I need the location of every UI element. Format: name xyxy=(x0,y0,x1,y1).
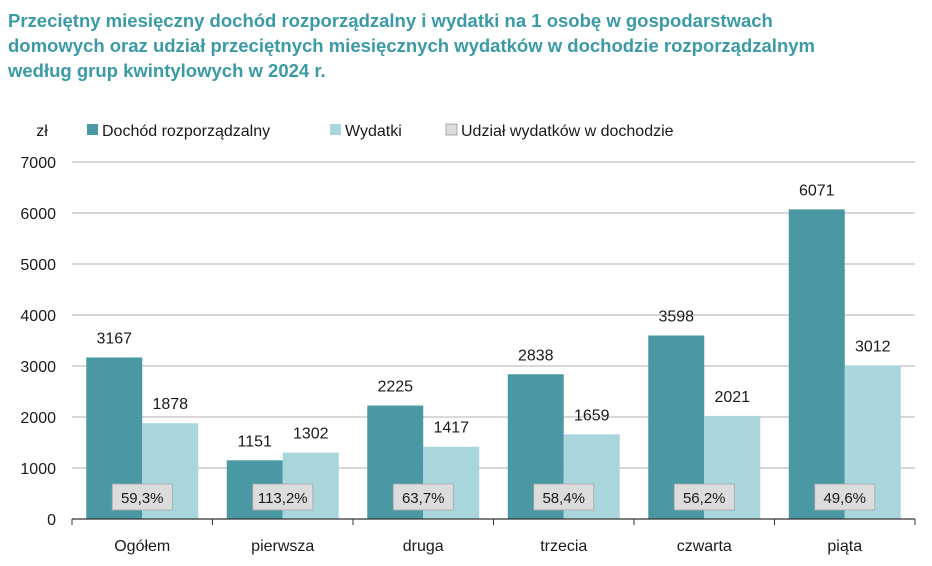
share-value-label: 56,2% xyxy=(683,490,726,507)
bar-value-label: 3598 xyxy=(658,309,694,326)
y-tick-label: 2000 xyxy=(20,410,56,427)
x-category-label: pierwsza xyxy=(251,538,314,555)
share-value-label: 59,3% xyxy=(121,490,164,507)
y-tick-label: 6000 xyxy=(20,206,56,223)
bar-value-label: 3167 xyxy=(96,330,132,347)
bar-value-label: 1659 xyxy=(574,407,610,424)
legend-label-income: Dochód rozporządzalny xyxy=(102,123,270,140)
bar-value-label: 3012 xyxy=(855,338,891,355)
bar-value-label: 1151 xyxy=(238,433,273,450)
share-box xyxy=(252,483,314,511)
y-tick-label: 3000 xyxy=(20,359,56,376)
bar-value-label: 2225 xyxy=(377,379,413,396)
legend-label-expenses: Wydatki xyxy=(345,123,402,140)
share-box xyxy=(673,483,735,511)
chart-title-line-1: Przeciętny miesięczny dochód rozporządza… xyxy=(8,10,773,31)
y-tick-label: 5000 xyxy=(20,257,56,274)
chart-title: Przeciętny miesięczny dochód rozporządza… xyxy=(8,8,908,83)
share-box xyxy=(111,483,173,511)
chart-title-line-3: według grup kwintylowych w 2024 r. xyxy=(8,60,326,81)
x-category-label: czwarta xyxy=(677,538,732,555)
bar-value-label: 1878 xyxy=(152,396,188,413)
legend-swatch-income xyxy=(87,124,98,135)
y-tick-label: 1000 xyxy=(20,461,56,478)
y-axis-unit-label: zł xyxy=(36,123,48,140)
bar-value-label: 2838 xyxy=(518,347,554,364)
x-category-label: piąta xyxy=(827,538,862,555)
bar-value-label: 2021 xyxy=(714,389,750,406)
bar-income xyxy=(788,209,845,519)
chart-title-line-2: domowych oraz udział przeciętnych miesię… xyxy=(8,35,815,56)
bar-value-label: 6071 xyxy=(799,182,835,199)
legend-swatch-share xyxy=(445,123,458,136)
x-category-label: Ogółem xyxy=(114,538,170,555)
share-value-label: 49,6% xyxy=(823,490,866,507)
share-box xyxy=(814,483,876,511)
share-box xyxy=(533,483,595,511)
y-tick-label: 0 xyxy=(47,512,56,529)
bar-value-label: 1417 xyxy=(433,420,469,437)
x-category-label: trzecia xyxy=(540,538,587,555)
share-value-label: 58,4% xyxy=(542,490,585,507)
y-tick-label: 4000 xyxy=(20,308,56,325)
y-tick-label: 7000 xyxy=(20,155,56,172)
share-value-label: 63,7% xyxy=(402,490,445,507)
x-category-label: druga xyxy=(403,538,444,555)
share-box xyxy=(392,483,454,511)
legend-swatch-expenses xyxy=(330,124,341,135)
legend-label-share: Udział wydatków w dochodzie xyxy=(461,123,674,140)
share-value-label: 113,2% xyxy=(258,490,308,507)
bar-value-label: 1302 xyxy=(293,426,329,443)
